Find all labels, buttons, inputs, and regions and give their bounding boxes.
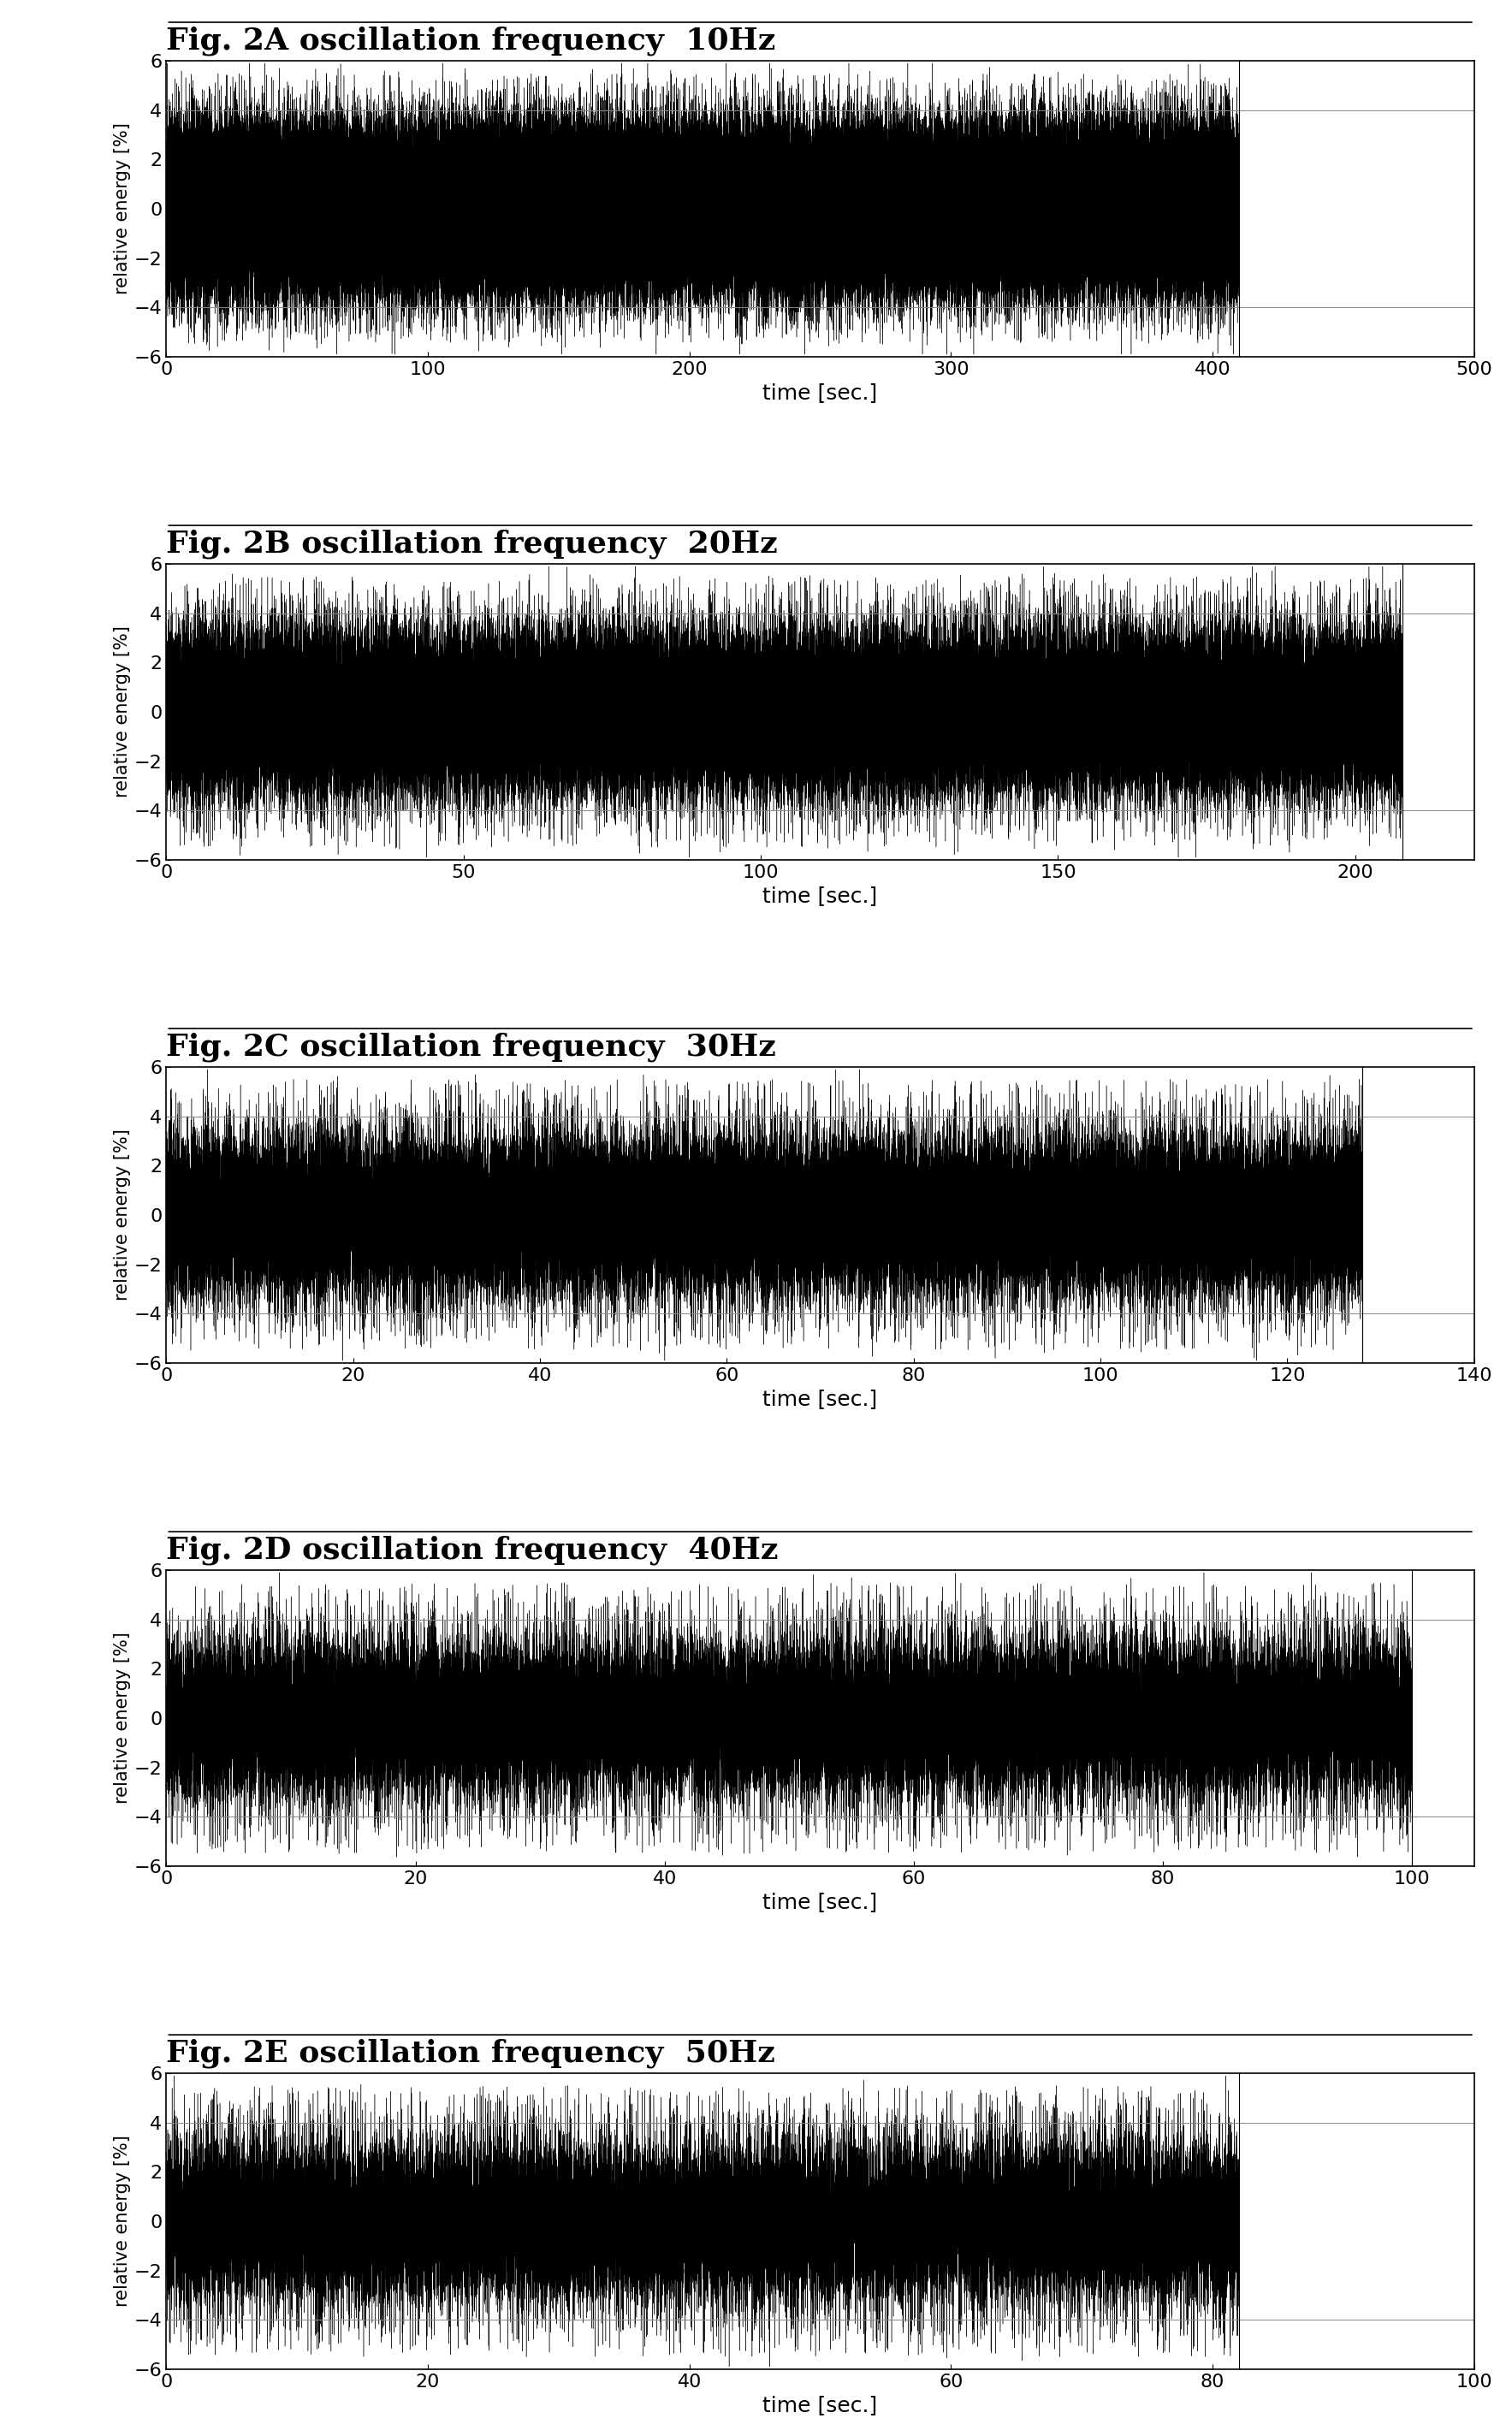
X-axis label: time [sec.]: time [sec.] (764, 2396, 877, 2415)
Y-axis label: relative energy [%]: relative energy [%] (113, 124, 130, 294)
Y-axis label: relative energy [%]: relative energy [%] (113, 627, 130, 797)
Text: Fig. 2E oscillation frequency  50Hz: Fig. 2E oscillation frequency 50Hz (166, 2039, 776, 2068)
X-axis label: time [sec.]: time [sec.] (764, 384, 877, 403)
X-axis label: time [sec.]: time [sec.] (764, 887, 877, 906)
Y-axis label: relative energy [%]: relative energy [%] (113, 2136, 130, 2306)
Text: Fig. 2C oscillation frequency  30Hz: Fig. 2C oscillation frequency 30Hz (166, 1033, 776, 1062)
Text: Fig. 2B oscillation frequency  20Hz: Fig. 2B oscillation frequency 20Hz (166, 530, 777, 559)
Y-axis label: relative energy [%]: relative energy [%] (113, 1633, 130, 1803)
X-axis label: time [sec.]: time [sec.] (764, 1390, 877, 1409)
Y-axis label: relative energy [%]: relative energy [%] (113, 1130, 130, 1300)
Text: Fig. 2D oscillation frequency  40Hz: Fig. 2D oscillation frequency 40Hz (166, 1536, 779, 1565)
Text: Fig. 2A oscillation frequency  10Hz: Fig. 2A oscillation frequency 10Hz (166, 27, 776, 56)
X-axis label: time [sec.]: time [sec.] (764, 1893, 877, 1912)
